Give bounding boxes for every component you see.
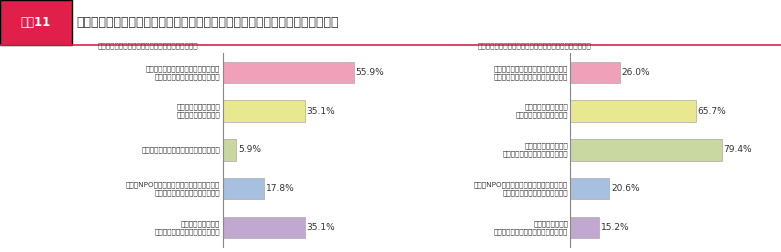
Text: 20.6%: 20.6% [611, 184, 640, 193]
Text: 地域の高齢化が進み，
若者が減ってきていると思うため: 地域の高齢化が進み， 若者が減ってきていると思うため [503, 143, 569, 157]
Text: 17.8%: 17.8% [266, 184, 295, 193]
Text: 55.9%: 55.9% [355, 68, 384, 77]
Text: 企業，NPO，ボランティアなどの防災活動が
活発になってきていると思うため: 企業，NPO，ボランティアなどの防災活動が 活発になってきていると思うため [474, 181, 569, 196]
Text: 消防団や自主防災組織等の防災活動が
活発になってきていると思うため: 消防団や自主防災組織等の防災活動が 活発になってきていると思うため [146, 65, 220, 80]
Text: 地域の若者が増えてきていると思うため: 地域の若者が増えてきていると思うため [141, 147, 220, 153]
Bar [570, 139, 722, 161]
Text: 近年，近所づきあいが
増えていると思うため: 近年，近所づきあいが 増えていると思うため [177, 104, 220, 118]
Text: 近年，近所づきあいが
減ってきていると思うため: 近年，近所づきあいが 減ってきていると思うため [515, 104, 569, 118]
Bar [570, 178, 609, 199]
Text: 図表11: 図表11 [21, 16, 51, 29]
FancyBboxPatch shape [0, 0, 72, 45]
Bar [570, 101, 696, 122]
Text: 5.9%: 5.9% [238, 145, 262, 154]
Bar [223, 139, 237, 161]
Bar [570, 62, 620, 83]
Bar [223, 101, 305, 122]
Text: 35.1%: 35.1% [307, 223, 336, 232]
Text: 行政の防災活動が
活発でなくなってきていると思うため: 行政の防災活動が 活発でなくなってきていると思うため [494, 220, 569, 235]
Text: 15.2%: 15.2% [601, 223, 629, 232]
Bar [223, 62, 354, 83]
Text: 地域防災力が以前よりも高まっていると思う理由，低くなっていると思う理由: 地域防災力が以前よりも高まっていると思う理由，低くなっていると思う理由 [77, 16, 339, 29]
Bar [223, 178, 264, 199]
Bar [223, 217, 305, 238]
Bar [570, 217, 599, 238]
Text: 消防団や自主防災組織等の防災活動が
活発でなくなってきていると思うため: 消防団や自主防災組織等の防災活動が 活発でなくなってきていると思うため [494, 65, 569, 80]
Text: 79.4%: 79.4% [723, 145, 752, 154]
Text: 地域防災力が低くなってきていると思う理由（複数回答）: 地域防災力が低くなってきていると思う理由（複数回答） [478, 43, 592, 49]
Text: 行政の防災の取組が
活発になってきていると思うため: 行政の防災の取組が 活発になってきていると思うため [155, 220, 220, 235]
Text: 65.7%: 65.7% [697, 107, 726, 116]
Text: 企業，NPO，ボランティアなどの防災活動が
活発になってきていると思うため: 企業，NPO，ボランティアなどの防災活動が 活発になってきていると思うため [126, 181, 220, 196]
Text: 26.0%: 26.0% [622, 68, 650, 77]
Text: 35.1%: 35.1% [307, 107, 336, 116]
Text: 地域防災力が高まっていると思う理由（複数回答）: 地域防災力が高まっていると思う理由（複数回答） [98, 43, 198, 49]
